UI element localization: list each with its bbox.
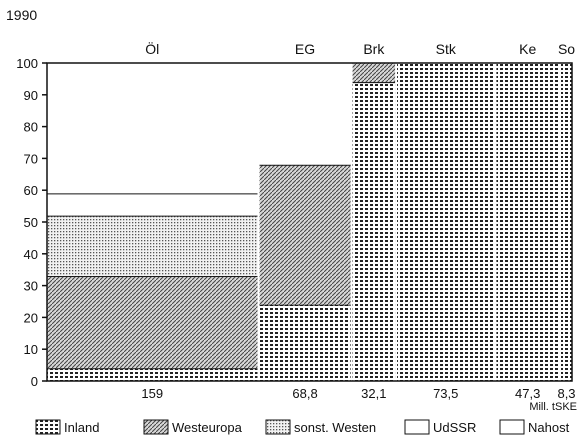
bar-segment-Öl-westeuropa (47, 276, 258, 369)
legend-swatch (404, 419, 430, 435)
y-tick-label: 20 (24, 310, 38, 325)
bar-segment-So-inland (561, 63, 572, 381)
total-label: 159 (141, 386, 163, 401)
y-tick-label: 10 (24, 342, 38, 357)
y-tick-label: 60 (24, 183, 38, 198)
category-label: Ke (519, 41, 536, 57)
category-label: Öl (145, 40, 159, 57)
y-tick-label: 50 (24, 215, 38, 230)
bar-segment-Öl-nahost (47, 63, 258, 194)
bar-segment-Öl-inland (47, 368, 258, 381)
bar-segment-Öl-sonstwesten (47, 215, 258, 277)
total-label: 68,8 (292, 386, 317, 401)
legend-label: UdSSR (433, 420, 476, 435)
category-label: Stk (436, 41, 457, 57)
bar-segment-EG-inland (259, 304, 351, 381)
category-labels: Öl EG Brk Stk Ke So (145, 40, 575, 57)
legend-label: Inland (64, 420, 99, 435)
bar-segment-Brk-inland (352, 82, 396, 381)
y-tick-label: 80 (24, 120, 38, 135)
total-labels: 159 68,8 32,1 73,5 47,3 8,3 (141, 386, 575, 401)
unit-label: Mill. tSKE (529, 401, 577, 413)
legend-swatch (499, 419, 525, 435)
legend-swatch (35, 419, 61, 435)
chart-title: 1990 (6, 7, 37, 23)
category-label: EG (295, 41, 315, 57)
plot-area (46, 62, 573, 382)
bar-segment-Öl-udssr (47, 193, 258, 216)
y-tick-label: 40 (24, 247, 38, 262)
total-label: 8,3 (557, 386, 575, 401)
legend: Inland Westeuropa sonst. Westen UdSSR Nahost (35, 419, 570, 435)
bar-segment-EG-udssr (259, 63, 351, 165)
y-tick-label: 30 (24, 279, 38, 294)
legend-label: Westeuropa (172, 420, 243, 435)
category-label: So (558, 41, 575, 57)
y-tick-label: 100 (16, 56, 38, 71)
total-label: 73,5 (433, 386, 458, 401)
y-axis: 0 10 20 30 40 50 60 70 80 90 100 (16, 56, 47, 389)
legend-swatch (143, 419, 169, 435)
y-tick-label: 70 (24, 151, 38, 166)
bar-segment-Stk-inland (397, 63, 495, 381)
total-label: 47,3 (515, 386, 540, 401)
bar-segment-Ke-inland (496, 63, 560, 381)
legend-label: Nahost (528, 420, 570, 435)
y-tick-label: 90 (24, 88, 38, 103)
y-tick-label: 0 (31, 374, 38, 389)
bar-segment-Brk-westeuropa (352, 63, 396, 83)
bar-segment-EG-westeuropa (259, 164, 351, 305)
total-label: 32,1 (361, 386, 386, 401)
legend-label: sonst. Westen (294, 420, 376, 435)
category-label: Brk (363, 41, 385, 57)
legend-swatch (265, 419, 291, 435)
